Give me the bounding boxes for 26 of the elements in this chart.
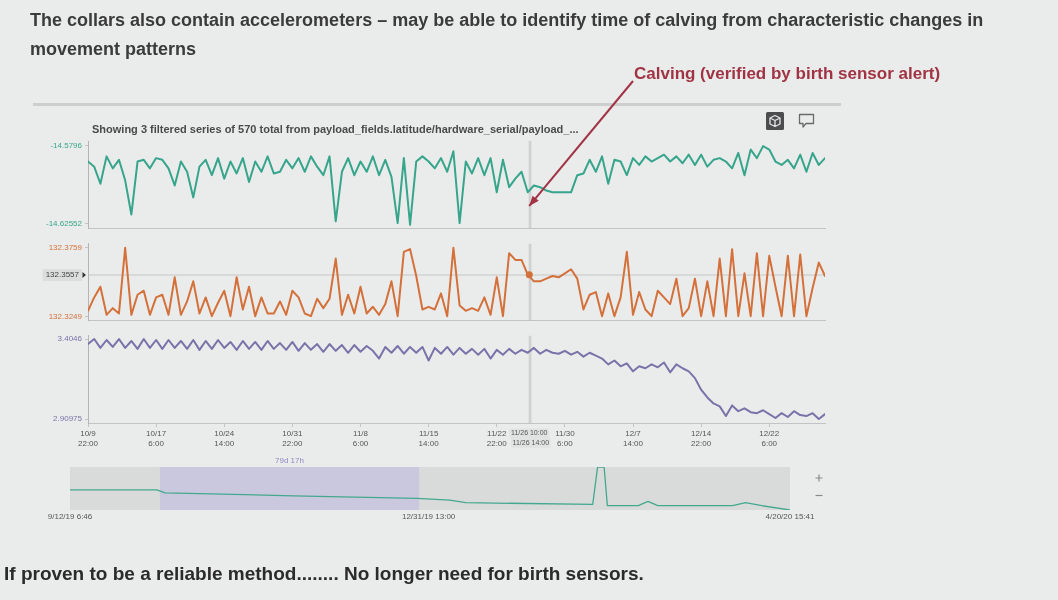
x-tick-label: 11/8 6:00 bbox=[352, 429, 369, 448]
y-tick-label: 3.4046 bbox=[57, 334, 83, 344]
y-tick-label: 2.90975 bbox=[53, 414, 83, 424]
y-tick-label: 132.3759 bbox=[48, 243, 83, 253]
y-tick-label: 132.3249 bbox=[48, 311, 83, 321]
text: If proven to be a reliable method........ No longer need for birth sensors. bbox=[4, 563, 644, 585]
x-tick-label: 11/15 14:00 bbox=[418, 429, 440, 448]
x-tick-label: 4/20/20 15:41 bbox=[765, 512, 816, 521]
band-label: 79d 17h bbox=[275, 456, 304, 466]
x-tick-label: 11/22 22:00 bbox=[486, 429, 508, 448]
chart-title: The collars also contain accelerometers – may be able to identify time of calving from characteristic changes in movement patterns bbox=[30, 9, 985, 61]
x-tick-label: 12/22 6:00 bbox=[759, 429, 780, 448]
ref-line-label: 132.3557 bbox=[45, 270, 80, 280]
x-tick-label: 10/24 14:00 bbox=[214, 429, 235, 448]
y-tick-label: -14.5796 bbox=[50, 140, 83, 150]
x-tick-label: 10/9 22:00 bbox=[77, 429, 99, 448]
annotation: Calving (verified by birth sensor alert) bbox=[634, 64, 941, 84]
x-tick-label: 10/17 6:00 bbox=[146, 429, 167, 448]
x-tick-label: 9/12/19 6:46 bbox=[47, 512, 93, 521]
x-tick-label: 12/31/19 13:00 bbox=[401, 512, 456, 521]
x-tick-label: 12/7 14:00 bbox=[622, 429, 644, 448]
x-tick-label: 12/14 22:00 bbox=[691, 429, 712, 448]
chart-subtitle: Showing 3 filtered series of 570 total from payload_fields.latitude/hardware_serial/payload_... bbox=[92, 123, 579, 135]
y-tick-label: -14.62552 bbox=[45, 219, 83, 229]
x-tick-label: 10/31 22:00 bbox=[282, 429, 303, 448]
x-tick-label: 11/30 6:00 bbox=[555, 429, 576, 448]
